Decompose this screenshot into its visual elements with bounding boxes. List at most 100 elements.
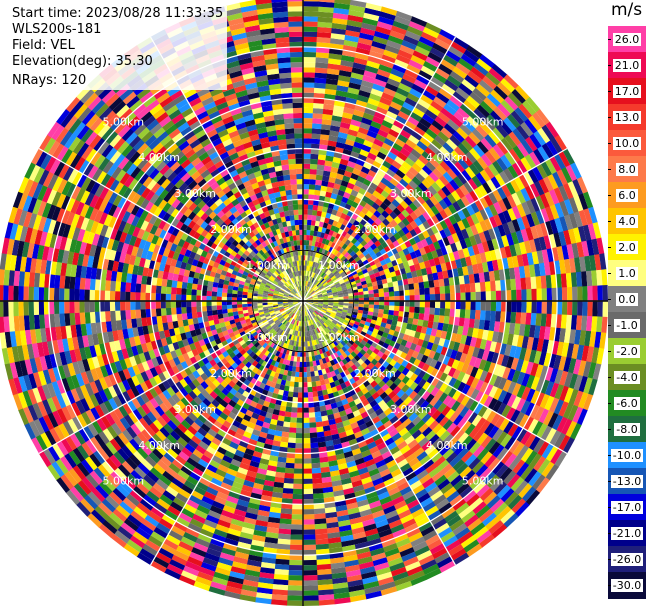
- velocity-cell: [317, 304, 323, 308]
- velocity-cell: [287, 297, 294, 300]
- velocity-cell: [267, 318, 274, 324]
- velocity-cell: [320, 410, 328, 417]
- velocity-cell: [350, 224, 357, 232]
- velocity-cell: [374, 301, 380, 306]
- velocity-cell: [295, 427, 303, 434]
- velocity-cell: [470, 301, 476, 311]
- velocity-cell: [284, 210, 290, 217]
- velocity-cell: [230, 322, 237, 329]
- velocity-cell: [242, 325, 249, 331]
- velocity-cell: [347, 290, 354, 294]
- velocity-cell: [378, 270, 386, 276]
- velocity-cell: [292, 107, 304, 114]
- velocity-cell: [358, 342, 365, 349]
- velocity-cell: [407, 317, 414, 325]
- velocity-cell: [399, 295, 405, 302]
- velocity-cell: [366, 266, 373, 273]
- velocity-cell: [342, 257, 349, 264]
- velocity-cell: [319, 312, 325, 316]
- velocity-cell: [235, 321, 242, 327]
- velocity-cell: [372, 267, 379, 274]
- velocity-cell: [285, 247, 290, 253]
- velocity-cell: [307, 302, 313, 305]
- velocity-cell: [303, 123, 313, 129]
- velocity-cell: [278, 244, 283, 250]
- velocity-cell: [336, 245, 342, 252]
- velocity-cell: [341, 286, 348, 291]
- velocity-cell: [338, 327, 345, 333]
- velocity-cell: [295, 304, 300, 309]
- velocity-cell: [105, 310, 111, 322]
- velocity-cell: [314, 355, 319, 361]
- velocity-cell: [283, 276, 289, 282]
- velocity-cell: [272, 294, 279, 297]
- velocity-cell: [345, 326, 352, 332]
- velocity-cell: [303, 173, 310, 180]
- velocity-cell: [303, 148, 312, 154]
- velocity-cell: [297, 351, 301, 357]
- velocity-cell: [383, 268, 391, 275]
- velocity-cell: [332, 375, 339, 382]
- velocity-cell: [327, 280, 333, 285]
- velocity-cell: [268, 290, 274, 294]
- velocity-cell: [270, 321, 276, 327]
- velocity-cell: [336, 288, 343, 292]
- velocity-cell: [370, 358, 379, 366]
- velocity-cell: [277, 328, 283, 334]
- velocity-cell: [353, 348, 360, 355]
- velocity-cell: [306, 292, 310, 298]
- velocity-cell: [364, 253, 372, 260]
- velocity-cell: [282, 271, 287, 277]
- velocity-cell: [221, 300, 227, 306]
- velocity-cell: [298, 336, 302, 342]
- velocity-cell: [365, 318, 372, 324]
- velocity-cell: [281, 286, 287, 290]
- velocity-cell: [326, 345, 331, 351]
- velocity-cell: [309, 320, 313, 326]
- velocity-cell: [290, 334, 294, 341]
- velocity-cell: [333, 379, 341, 387]
- velocity-cell: [360, 362, 368, 370]
- velocity-cell: [330, 284, 336, 289]
- velocity-cell: [435, 301, 441, 309]
- velocity-cell: [393, 285, 400, 292]
- velocity-cell: [387, 314, 394, 321]
- velocity-cell: [311, 220, 316, 226]
- velocity-cell: [333, 237, 339, 244]
- velocity-cell: [226, 296, 232, 301]
- velocity-cell: [247, 273, 254, 279]
- velocity-cell: [290, 412, 298, 418]
- velocity-cell: [311, 283, 315, 289]
- velocity-cell: [307, 255, 311, 261]
- velocity-cell: [394, 290, 400, 297]
- velocity-cell: [332, 220, 339, 227]
- velocity-cell: [298, 219, 304, 225]
- velocity-cell: [291, 256, 295, 262]
- velocity-cell: [329, 323, 335, 329]
- velocity-cell: [310, 371, 315, 377]
- velocity-cell: [296, 422, 303, 429]
- velocity-cell: [325, 287, 331, 291]
- velocity-cell: [297, 250, 301, 256]
- velocity-cell: [361, 313, 368, 319]
- velocity-cell: [344, 350, 351, 357]
- velocity-cell: [283, 326, 288, 332]
- velocity-cell: [276, 378, 282, 385]
- velocity-cell: [309, 366, 315, 372]
- velocity-cell: [371, 281, 378, 287]
- velocity-cell: [440, 293, 446, 302]
- velocity-cell: [333, 352, 339, 359]
- velocity-cell: [328, 376, 334, 384]
- velocity-cell: [286, 257, 291, 263]
- velocity-cell: [307, 346, 311, 352]
- velocity-cell: [326, 251, 331, 257]
- velocity-cell: [219, 322, 226, 328]
- velocity-cell: [269, 225, 276, 232]
- velocity-cell: [277, 373, 284, 380]
- velocity-cell: [313, 285, 318, 291]
- velocity-cell: [306, 366, 311, 373]
- velocity-cell: [287, 370, 292, 377]
- velocity-cell: [298, 255, 301, 261]
- velocity-cell: [276, 321, 282, 327]
- velocity-cell: [371, 315, 378, 321]
